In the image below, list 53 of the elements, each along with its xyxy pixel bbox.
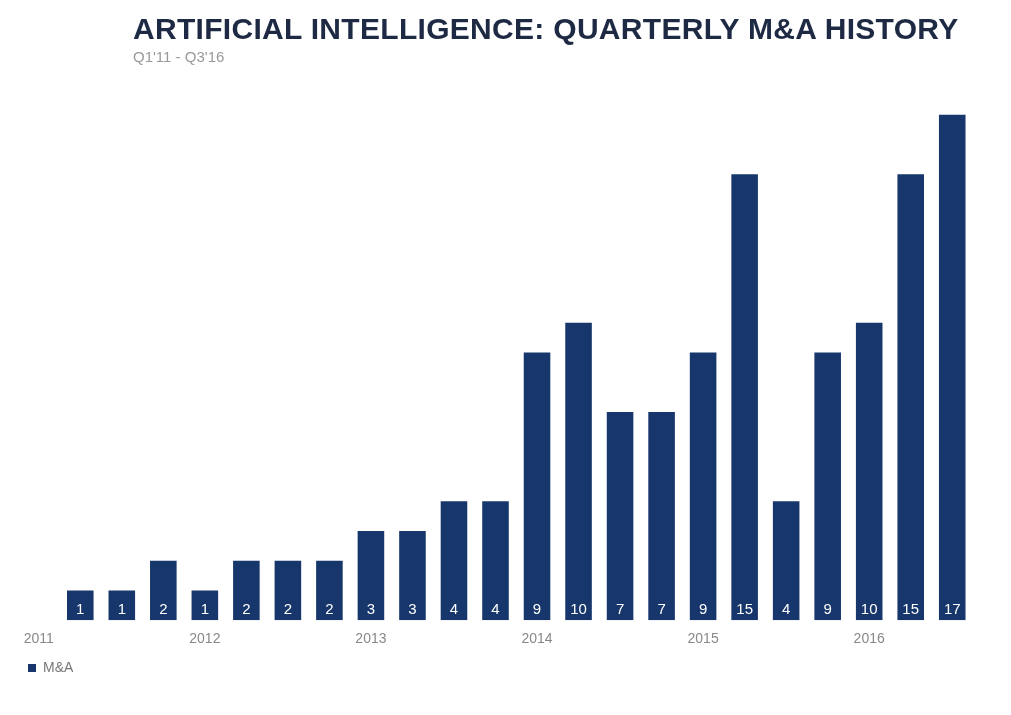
bar bbox=[357, 531, 385, 621]
bar bbox=[897, 174, 924, 621]
data-label: 7 bbox=[657, 599, 666, 617]
bar bbox=[731, 174, 758, 621]
x-tick-label: 2015 bbox=[687, 630, 719, 647]
bar bbox=[855, 322, 883, 621]
data-label: 4 bbox=[449, 599, 459, 617]
data-label: 9 bbox=[698, 599, 708, 617]
bar bbox=[191, 590, 219, 621]
bar bbox=[399, 531, 426, 621]
data-label: 3 bbox=[408, 599, 417, 617]
data-label: 1 bbox=[76, 599, 85, 617]
bar bbox=[150, 560, 177, 621]
chart-subtitle: Q1'11 - Q3'16 bbox=[133, 48, 226, 65]
bar bbox=[440, 501, 468, 621]
bar bbox=[814, 352, 841, 621]
x-tick-label: 2011 bbox=[23, 630, 55, 647]
bar bbox=[606, 412, 634, 621]
legend-label: M&A bbox=[43, 658, 74, 675]
data-label: 1 bbox=[200, 599, 210, 617]
data-label: 9 bbox=[823, 599, 832, 617]
data-label: 10 bbox=[860, 599, 878, 617]
x-tick-label: 2013 bbox=[355, 630, 387, 647]
bar bbox=[108, 590, 136, 621]
data-label: 10 bbox=[570, 599, 587, 617]
data-label: 9 bbox=[532, 599, 542, 617]
bar bbox=[648, 412, 675, 621]
data-label: 15 bbox=[902, 599, 920, 617]
bar bbox=[316, 560, 343, 621]
bar bbox=[482, 501, 509, 621]
x-tick-label: 2016 bbox=[853, 630, 885, 647]
bar bbox=[274, 560, 302, 621]
bar bbox=[938, 114, 966, 621]
data-label: 4 bbox=[491, 599, 500, 617]
data-label: 17 bbox=[943, 599, 961, 617]
bar bbox=[772, 501, 800, 621]
bar bbox=[565, 322, 592, 621]
data-label: 2 bbox=[159, 599, 168, 617]
bar bbox=[67, 590, 94, 621]
data-label: 3 bbox=[366, 599, 376, 617]
data-label: 2 bbox=[283, 599, 293, 617]
chart-title: ARTIFICIAL INTELLIGENCE: QUARTERLY M&A HISTORY bbox=[133, 12, 960, 46]
bar bbox=[233, 560, 260, 621]
data-label: 1 bbox=[117, 599, 126, 617]
x-tick-label: 2012 bbox=[189, 630, 221, 647]
bar bbox=[523, 352, 551, 621]
data-label: 2 bbox=[242, 599, 251, 617]
data-label: 15 bbox=[736, 599, 753, 617]
x-tick-label: 2014 bbox=[521, 630, 553, 647]
data-label: 7 bbox=[615, 599, 625, 617]
bar bbox=[689, 352, 717, 621]
data-label: 2 bbox=[325, 599, 334, 617]
data-label: 4 bbox=[781, 599, 791, 617]
